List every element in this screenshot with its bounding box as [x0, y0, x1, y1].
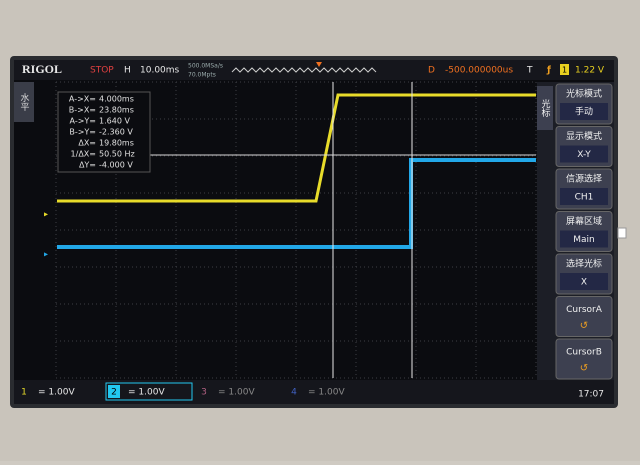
brand: RIGOL [22, 62, 62, 76]
menu-item-title: 显示模式 [566, 130, 602, 142]
menu-item-value-box [560, 188, 608, 205]
trigger-source-box [560, 64, 569, 75]
readout-value: 4.000ms [99, 95, 134, 104]
channel-number: 3 [201, 388, 207, 398]
clock: 17:07 [578, 390, 604, 400]
memory-wave [231, 67, 377, 73]
memory-depth: 70.0Mpts [188, 72, 216, 79]
menu-item-value: Main [573, 235, 595, 245]
readout-label: ΔY= [79, 161, 96, 170]
menu-item-title: 选择光标 [566, 258, 602, 270]
ch1-marker: ▸ [44, 210, 48, 219]
menu-item-value-box [560, 103, 608, 120]
menu-item-title: 光标模式 [566, 88, 602, 100]
channel-number: 4 [291, 388, 297, 398]
menu-item-value: 手动 [575, 106, 593, 118]
channel-badge[interactable] [108, 385, 120, 398]
channel-badge[interactable] [198, 385, 210, 398]
readout-value: 50.50 Hz [99, 150, 135, 159]
readout-label: 1/ΔX= [71, 150, 96, 159]
menu-item-value-box [560, 230, 608, 248]
readout-label: B->X= [69, 106, 96, 115]
channel-bar: 1 = 1.00V 2 = 1.00V 3 = 1.00V 4 = 1.00V [18, 382, 345, 401]
readout-value: 19.80ms [99, 139, 134, 148]
menu-item-value-box [560, 273, 608, 290]
timebase: 10.00ms [140, 66, 180, 76]
channel-number: 2 [111, 388, 117, 398]
menu-item-icon: ↺ [580, 321, 588, 332]
menu-item-title: CursorA [566, 305, 603, 315]
readout-label: A->Y= [70, 117, 96, 126]
trigger-source: 1 [562, 66, 567, 75]
menu-item-title: 屏幕区域 [566, 215, 602, 227]
readout-label: ΔX= [78, 139, 96, 148]
ch1-trace [57, 93, 536, 203]
channel-badge[interactable] [18, 385, 30, 398]
left-tab-label: 水平 [19, 92, 30, 112]
photo-handle [617, 227, 627, 239]
sample-rate: 500.0MSa/s [188, 63, 223, 70]
menu-item-value: CH1 [575, 193, 594, 203]
ch2-marker: ▸ [44, 250, 48, 259]
menu-side-tab [537, 86, 553, 130]
menu-item[interactable] [555, 296, 613, 337]
menu-item-value-box [560, 145, 608, 163]
channel-badge[interactable] [288, 385, 300, 398]
menu-item-value: X [581, 278, 587, 288]
readout-value: 1.640 V [99, 117, 130, 126]
trigger-pos-marker [316, 62, 322, 67]
menu-item-value: X-Y [577, 150, 591, 160]
delay: -500.000000us [445, 66, 513, 76]
menu-item-title: 信源选择 [566, 173, 602, 185]
trigger-label: T [526, 66, 533, 76]
ch2-trace [57, 158, 536, 249]
menu-item[interactable] [555, 338, 613, 380]
channel-scale: = 1.00V [128, 388, 165, 398]
menu-item-title: CursorB [566, 348, 602, 358]
readout-value: 23.80ms [99, 106, 134, 115]
readout-value: -4.000 V [99, 161, 133, 170]
channel-scale: = 1.00V [308, 388, 345, 398]
trigger-level: 1.22 V [575, 66, 605, 76]
timebase-label: H [124, 66, 131, 76]
channel-number: 1 [21, 388, 27, 398]
channel-highlight [105, 382, 193, 401]
trigger-edge: ƒ [546, 66, 551, 76]
channel-scale: = 1.00V [218, 388, 255, 398]
readout-value: -2.360 V [99, 128, 133, 137]
left-tab[interactable] [14, 82, 34, 122]
run-state: STOP [90, 66, 114, 76]
cursor-readout-box [57, 91, 151, 173]
delay-label: D [428, 66, 435, 76]
channel-scale: = 1.00V [38, 388, 75, 398]
menu-item-icon: ↺ [580, 363, 588, 374]
readout-label: A->X= [69, 95, 96, 104]
menu-side-label: 光标 [540, 98, 551, 118]
readout-label: B->Y= [69, 128, 96, 137]
